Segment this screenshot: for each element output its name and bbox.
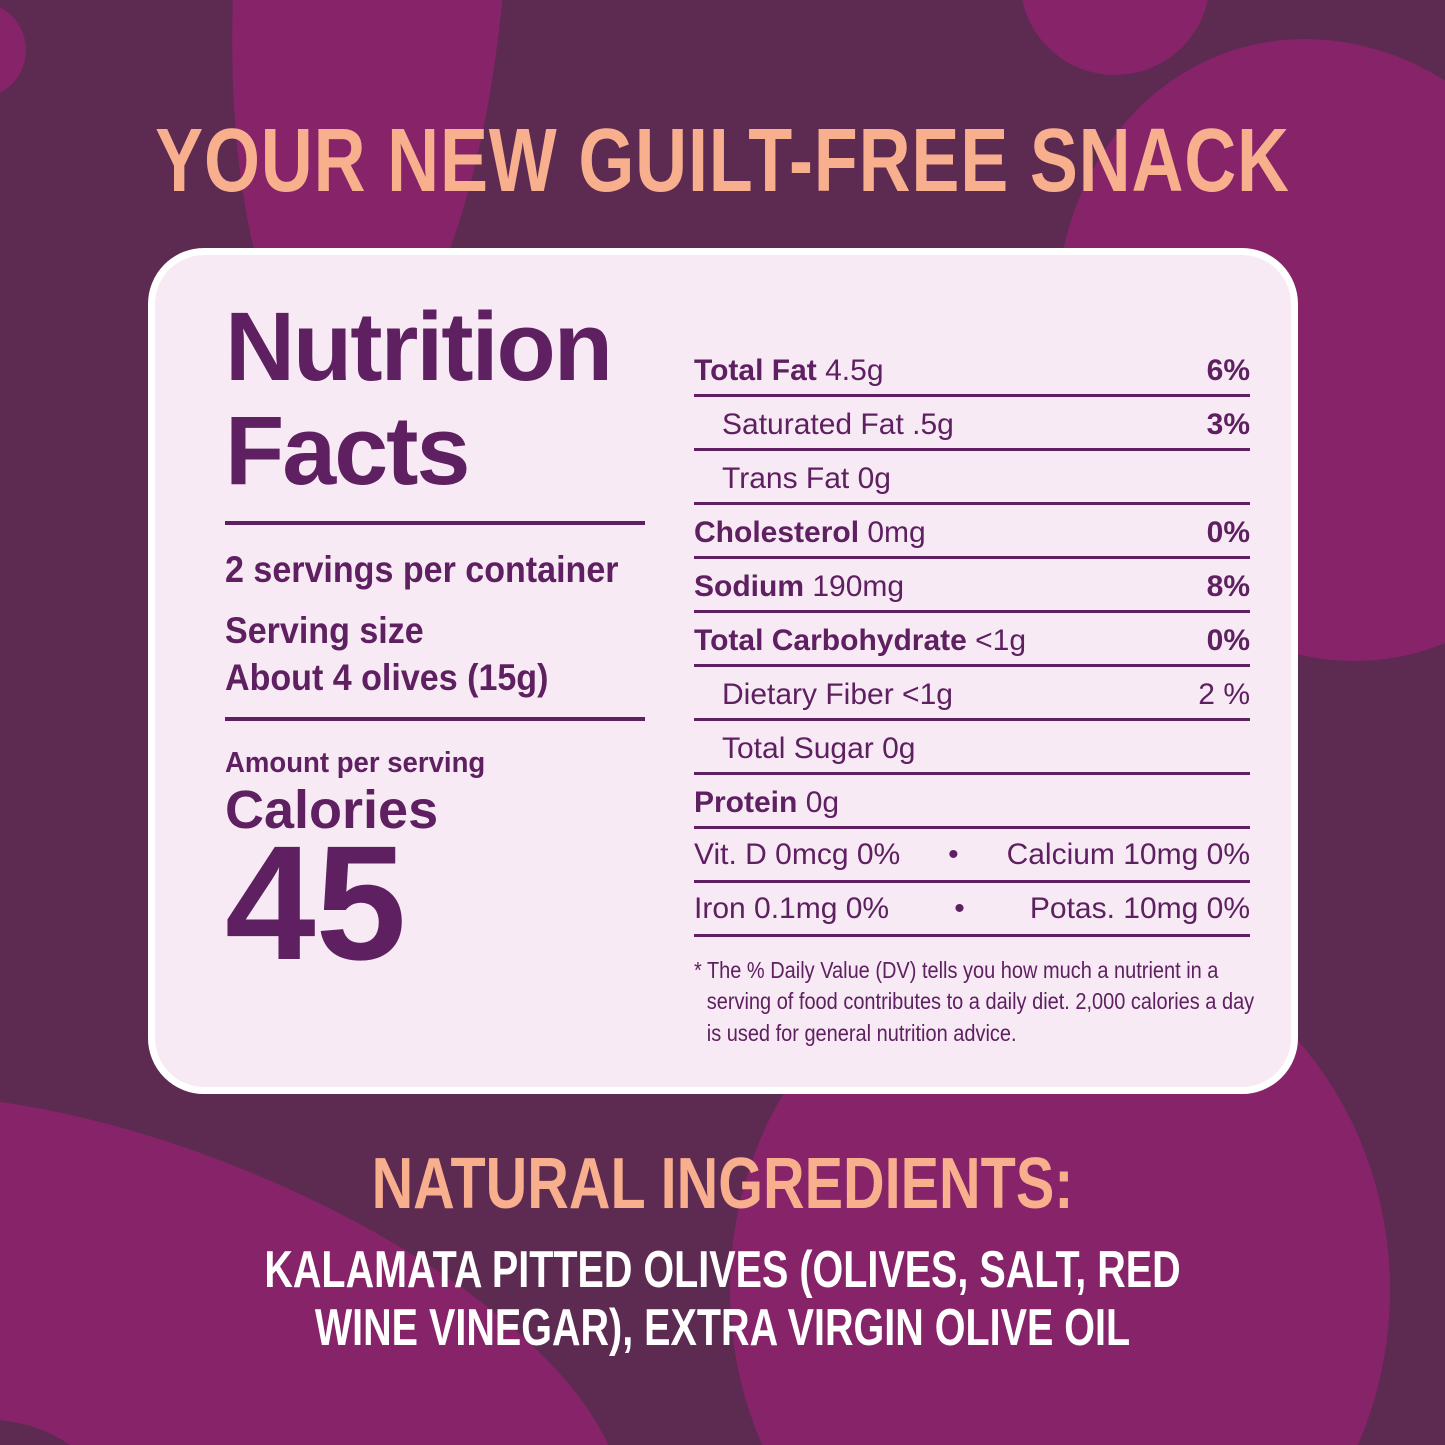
table-row-cholesterol: Cholesterol 0mg 0%: [694, 505, 1250, 559]
nutrient-daily-value: 0%: [1206, 516, 1250, 549]
table-row-sodium: Sodium 190mg 8%: [694, 559, 1250, 613]
bg-blob-top-left: [0, 2, 26, 98]
daily-value-footnote: * The % Daily Value (DV) tells you how m…: [694, 957, 1255, 1046]
micro-right: Potas. 10mg 0%: [1029, 892, 1250, 925]
table-row-trans-fat: Trans Fat 0g: [694, 451, 1250, 505]
nutrient-daily-value: 8%: [1206, 570, 1250, 603]
nutrient-daily-value: 3%: [1206, 408, 1250, 441]
table-row-saturated-fat: Saturated Fat .5g 3%: [694, 397, 1250, 451]
serving-size-label: Serving size: [225, 610, 424, 651]
servings-per-container: 2 servings per container: [225, 549, 619, 590]
micro-left: Iron 0.1mg 0%: [694, 892, 890, 925]
micro-left: Vit. D 0mcg 0%: [694, 838, 901, 871]
ingredients-line-1: KALAMATA PITTED OLIVES (OLIVES, SALT, RE…: [264, 1241, 1181, 1299]
bullet-separator: •: [954, 892, 965, 925]
nutrient-label: Total Sugar 0g: [722, 732, 915, 766]
bullet-separator: •: [948, 838, 959, 871]
nutrient-amount: 0mg: [859, 516, 926, 549]
nutrient-name: Total Carbohydrate: [694, 624, 967, 657]
nutrient-name: Total Fat: [694, 354, 817, 387]
nutrient-label: Total Fat 4.5g: [694, 354, 884, 388]
nutrient-amount: 0g: [797, 786, 840, 819]
nutrient-label: Protein 0g: [694, 786, 839, 820]
nutrition-facts-title: Nutrition Facts: [225, 292, 613, 505]
page-title: YOUR NEW GUILT-FREE SNACK: [155, 111, 1290, 211]
bg-blob-top-right: [1020, 0, 1210, 75]
serving-size-block: Serving size About 4 olives (15g): [225, 607, 548, 702]
nutrient-name: Sodium: [694, 570, 804, 603]
table-row-total-carbohydrate: Total Carbohydrate <1g 0%: [694, 613, 1250, 667]
serving-size-value: About 4 olives (15g): [225, 657, 549, 699]
calories-label: Calories: [225, 780, 439, 840]
nutrition-facts-title-line1: Nutrition: [225, 292, 613, 401]
nutrient-amount: Saturated Fat .5g: [722, 408, 954, 441]
nutrient-label: Total Carbohydrate <1g: [694, 624, 1026, 658]
nutrient-label: Saturated Fat .5g: [722, 408, 954, 442]
nutrient-label: Trans Fat 0g: [722, 462, 891, 496]
nutrient-label: Sodium 190mg: [694, 570, 904, 604]
ingredients-line-2: WINE VINEGAR), EXTRA VIRGIN OLIVE OIL: [314, 1299, 1131, 1357]
table-row-total-sugar: Total Sugar 0g: [694, 721, 1250, 775]
nutrition-facts-card: Nutrition Facts 2 servings per container…: [148, 248, 1298, 1094]
nutrition-facts-title-line2: Facts: [225, 395, 470, 505]
table-row-protein: Protein 0g: [694, 775, 1250, 829]
micro-right: Calcium 10mg 0%: [1006, 838, 1250, 871]
nutrient-label: Dietary Fiber <1g: [722, 678, 953, 712]
nutrient-amount: Trans Fat 0g: [722, 462, 891, 495]
ingredients-heading: NATURAL INGREDIENTS:: [371, 1144, 1074, 1224]
table-row-vitd-calcium: Vit. D 0mcg 0% • Calcium 10mg 0%: [694, 829, 1250, 883]
nutrient-daily-value: 2 %: [1198, 678, 1250, 711]
nutrition-table: Total Fat 4.5g 6% Saturated Fat .5g 3% T…: [694, 343, 1250, 937]
nutrient-amount: Total Sugar 0g: [722, 732, 916, 765]
nutrient-amount: 4.5g: [816, 354, 884, 387]
nutrient-daily-value: 0%: [1206, 624, 1250, 657]
nutrient-amount: 190mg: [804, 570, 905, 603]
nutrient-label: Cholesterol 0mg: [694, 516, 926, 550]
calories-value: 45: [225, 811, 407, 994]
table-row-dietary-fiber: Dietary Fiber <1g 2 %: [694, 667, 1250, 721]
table-row-total-fat: Total Fat 4.5g 6%: [694, 343, 1250, 397]
divider-top: [225, 521, 645, 525]
amount-per-serving-label: Amount per serving: [225, 747, 486, 779]
table-row-iron-potassium: Iron 0.1mg 0% • Potas. 10mg 0%: [694, 883, 1250, 937]
nutrient-name: Cholesterol: [694, 516, 860, 549]
nutrient-daily-value: 6%: [1206, 354, 1250, 387]
nutrient-amount: <1g: [966, 624, 1027, 657]
divider-middle: [225, 717, 645, 721]
nutrient-name: Protein: [694, 786, 798, 819]
nutrient-amount: Dietary Fiber <1g: [722, 678, 953, 711]
